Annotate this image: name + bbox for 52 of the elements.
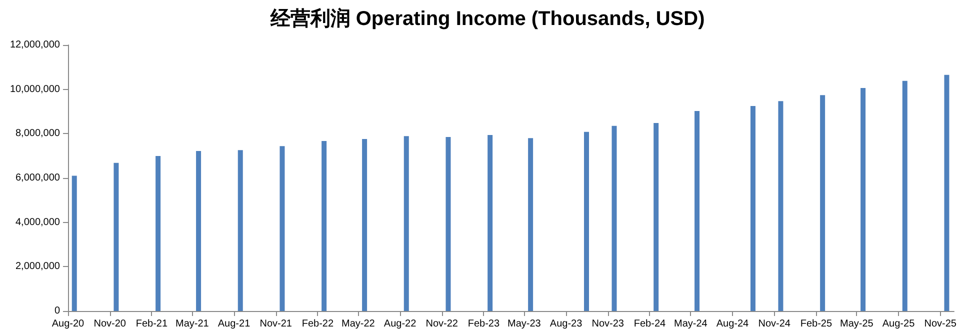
bar — [694, 111, 700, 311]
bar — [750, 106, 756, 311]
bar — [446, 136, 451, 311]
x-tick-label: Aug-21 — [218, 318, 251, 330]
y-tick-label: 10,000,000 — [10, 84, 60, 95]
chart-title: 经营利润 Operating Income (Thousands, USD) — [269, 7, 705, 30]
y-tick-label: 2,000,000 — [16, 261, 60, 272]
bar — [196, 150, 202, 311]
bar — [114, 162, 119, 311]
bar — [238, 150, 243, 311]
y-tick-label: 4,000,000 — [16, 216, 60, 228]
x-tick-label: Nov-25 — [924, 318, 957, 330]
x-tick-label: Nov-22 — [426, 318, 458, 330]
x-tick-label: Feb-24 — [634, 318, 666, 330]
x-tick-label: Nov-21 — [260, 318, 292, 330]
x-tick-label: Aug-20 — [52, 318, 85, 330]
x-tick-label: Aug-22 — [384, 318, 417, 330]
y-tick-label: 8,000,000 — [16, 128, 60, 140]
bar — [72, 176, 77, 311]
x-tick-label: Aug-23 — [550, 318, 583, 330]
bar — [280, 146, 285, 311]
bar — [820, 95, 826, 311]
y-tick-label: 12,000,000 — [10, 40, 60, 50]
x-tick-label: Feb-21 — [136, 318, 168, 330]
x-tick-label: Feb-25 — [800, 318, 832, 330]
x-tick-label: May-23 — [508, 318, 542, 330]
x-tick-label: Feb-22 — [302, 318, 334, 330]
x-tick-label: May-24 — [674, 318, 708, 330]
bar — [156, 156, 161, 311]
x-tick-label: May-22 — [342, 318, 376, 330]
x-tick-label: Nov-24 — [758, 318, 791, 330]
bar — [528, 138, 534, 311]
bar — [488, 134, 493, 311]
bar — [322, 140, 327, 311]
x-tick-label: Feb-23 — [468, 318, 500, 330]
bar — [778, 101, 784, 311]
bar — [584, 132, 589, 311]
x-tick-label: May-25 — [840, 318, 874, 330]
bar — [362, 138, 368, 311]
x-tick-label: Aug-24 — [716, 318, 750, 330]
x-tick-label: May-21 — [175, 318, 210, 330]
bar — [860, 88, 866, 311]
x-tick-label: Aug-25 — [882, 318, 916, 330]
y-tick-label: 6,000,000 — [16, 172, 60, 184]
bar — [612, 126, 617, 311]
bar — [944, 74, 950, 311]
bar — [654, 123, 659, 311]
y-tick-label: 0 — [54, 306, 60, 316]
x-tick-label: Nov-20 — [94, 318, 126, 330]
x-tick-label: Nov-23 — [592, 318, 624, 330]
bar — [902, 80, 908, 311]
bar — [404, 136, 409, 311]
